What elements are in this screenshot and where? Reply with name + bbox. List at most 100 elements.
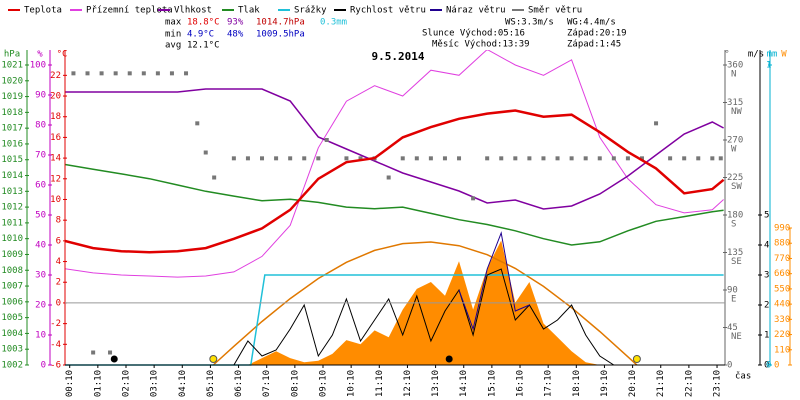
direction-point [108,350,113,355]
y-tick-label: 1018 [1,108,23,118]
direction-point [184,71,189,76]
info: Měsíc Východ:13:39 [432,40,530,50]
y-tick-label: 1005 [1,313,23,323]
series-line [65,109,725,254]
axis-title: hPa [4,50,20,60]
direction-point [288,156,293,161]
y-tick-label: 1020 [1,76,23,86]
legend-label: Srážky [294,6,327,16]
y-tick-label: 550 [774,284,790,294]
x-tick-label: 02:10 [121,370,131,397]
y-tick-label: 1002 [1,361,23,371]
y-tick-label: 0 [56,298,61,308]
direction-point [260,156,265,161]
y-tick-label: 315 [727,98,743,108]
y-tick-label: 6 [56,236,61,246]
y-tick-label: 0 [774,361,779,371]
y-tick-label: 2 [56,278,61,288]
direction-point [457,156,462,161]
direction-point [231,156,236,161]
direction-point [428,156,433,161]
direction-point [400,156,405,161]
direction-point [696,156,701,161]
series-line [458,231,530,331]
legend-label: Vlhkost [174,6,212,16]
direction-point [127,71,132,76]
direction-point [499,156,504,161]
direction-point [99,71,104,76]
direction-point [414,156,419,161]
direction-point [485,156,490,161]
y-tick-label: 0 [764,361,769,371]
direction-point [471,196,476,201]
y-tick-label: -4 [50,340,61,350]
y-tick-label: 1016 [1,139,23,149]
y-tick-label: 180 [727,211,743,221]
y-tick-label: 0 [766,361,771,371]
direction-point [245,156,250,161]
y-tick-label: 20 [35,301,46,311]
stat: 93% [227,18,244,28]
axis-title: °C [57,50,68,60]
axis-title: W [781,50,787,60]
y-tick-label: 1015 [1,155,23,165]
series-line [65,268,724,366]
y-tick-label: 1008 [1,266,23,276]
y-tick-label: 16 [50,133,61,143]
y-tick-label: 90 [727,286,738,296]
compass-label: NE [731,332,742,342]
x-axis-label: čas [735,371,751,382]
direction-point [212,175,217,180]
compass-label: W [731,145,737,155]
x-tick-label: 03:10 [150,370,160,397]
series-line [65,163,724,246]
direction-point [344,156,349,161]
y-tick-label: -2 [50,319,61,329]
direction-point [316,156,321,161]
x-tick-label: 08:10 [290,370,300,397]
direction-point [169,71,174,76]
info: Slunce Východ:05:16 [422,29,525,39]
y-tick-label: 0 [727,361,732,371]
x-tick-label: 21:10 [656,370,666,397]
y-tick-label: -6 [50,361,61,371]
direction-point [654,121,659,126]
stat: 18.8°C [187,18,220,28]
x-tick-label: 15:10 [487,370,497,397]
y-tick-label: 660 [774,269,790,279]
y-tick-label: 60 [35,181,46,191]
x-tick-label: 13:10 [431,370,441,397]
legend-label: Rychlost větru [350,6,426,16]
y-tick-label: 1021 [1,61,23,71]
y-tick-label: 1012 [1,203,23,213]
direction-point [569,156,574,161]
y-tick-label: 1007 [1,282,23,292]
y-tick-label: 14 [50,154,61,164]
direction-point [718,156,723,161]
y-tick-label: 50 [35,211,46,221]
y-tick-label: 110 [774,345,790,355]
series-line [65,88,724,210]
y-tick-label: 40 [35,241,46,251]
direction-point [710,156,715,161]
stat: 1009.5hPa [256,30,305,40]
legend-label: Náraz větru [446,6,506,16]
y-tick-label: 220 [774,330,790,340]
y-tick-label: 22 [50,71,61,81]
x-tick-label: 18:10 [572,370,582,397]
y-tick-label: 70 [35,151,46,161]
y-tick-label: 12 [50,174,61,184]
axis-title: mm [767,50,778,60]
direction-point [85,71,90,76]
y-tick-label: 0 [41,361,46,371]
compass-label: SW [731,182,742,192]
stat: 12.1°C [187,41,220,51]
direction-point [203,150,208,155]
y-tick-label: 1019 [1,92,23,102]
y-tick-label: 8 [56,216,61,226]
direction-point [527,156,532,161]
direction-point [113,71,118,76]
moon-marker [110,355,118,363]
direction-point [274,156,279,161]
